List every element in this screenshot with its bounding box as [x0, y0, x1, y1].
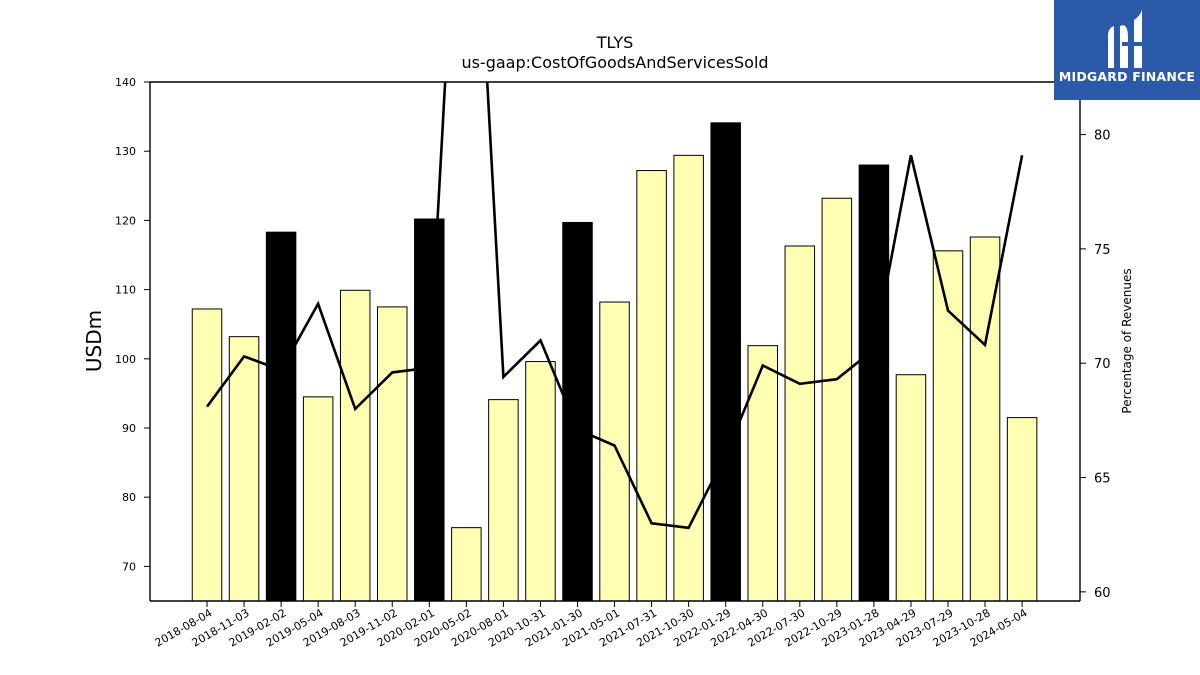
y-tick-label: 70: [122, 560, 136, 573]
bar-2022-01-29: [710, 122, 741, 601]
bar-2018-11-03: [228, 336, 260, 601]
bar-2019-08-03: [339, 289, 371, 601]
y-tick-label: 140: [115, 76, 136, 89]
bar-2022-07-30: [784, 245, 816, 601]
bar-2019-05-04: [302, 396, 334, 601]
bar-2021-05-01: [599, 301, 630, 601]
percentage-line: [205, 82, 1024, 530]
y-tick-label: 80: [122, 491, 136, 504]
logo-mark-icon: [1108, 10, 1142, 68]
y-tick-label: 90: [122, 422, 136, 435]
bar-2020-10-31: [525, 361, 556, 601]
chart-subtitle: us-gaap:CostOfGoodsAndServicesSold: [461, 53, 768, 72]
y2-tick-label: 80: [1094, 129, 1111, 144]
logo-text: MIDGARD FINANCE: [1058, 69, 1196, 84]
y2-axis-label: Percentage of Revenues: [1120, 268, 1134, 413]
midgard-finance-logo: MIDGARD FINANCE: [1054, 0, 1200, 100]
line-layer: [205, 82, 1024, 530]
bars: [191, 122, 1038, 601]
bar-2020-08-01: [488, 399, 519, 601]
bar-2019-11-02: [377, 306, 408, 601]
y-tick-label: 100: [115, 353, 136, 366]
bar-2022-10-29: [821, 197, 853, 601]
bar-2021-07-31: [636, 170, 667, 601]
y2-tick-label: 70: [1094, 357, 1111, 372]
bar-2023-01-28: [858, 164, 890, 601]
bar-2024-05-04: [1006, 417, 1038, 601]
bar-2021-10-30: [673, 154, 704, 601]
y2-tick-label: 75: [1094, 243, 1111, 258]
y2-tick-label: 60: [1094, 586, 1111, 601]
y-tick-label: 130: [115, 145, 136, 158]
bar-2018-08-04: [191, 308, 223, 601]
y-axis-label: USDm: [82, 310, 106, 372]
y2-tick-label: 65: [1094, 472, 1111, 487]
bar-2019-02-02: [265, 231, 297, 601]
bar-2021-01-30: [562, 221, 593, 601]
bar-2023-04-29: [895, 374, 927, 601]
bar-2022-04-30: [747, 345, 778, 601]
y-tick-label: 120: [115, 214, 136, 227]
bar-2023-07-29: [932, 250, 964, 601]
bar-2020-05-02: [451, 527, 482, 601]
bar-2020-02-01: [414, 218, 445, 601]
y-tick-label: 110: [115, 284, 136, 297]
chart-title: TLYS: [596, 33, 634, 52]
